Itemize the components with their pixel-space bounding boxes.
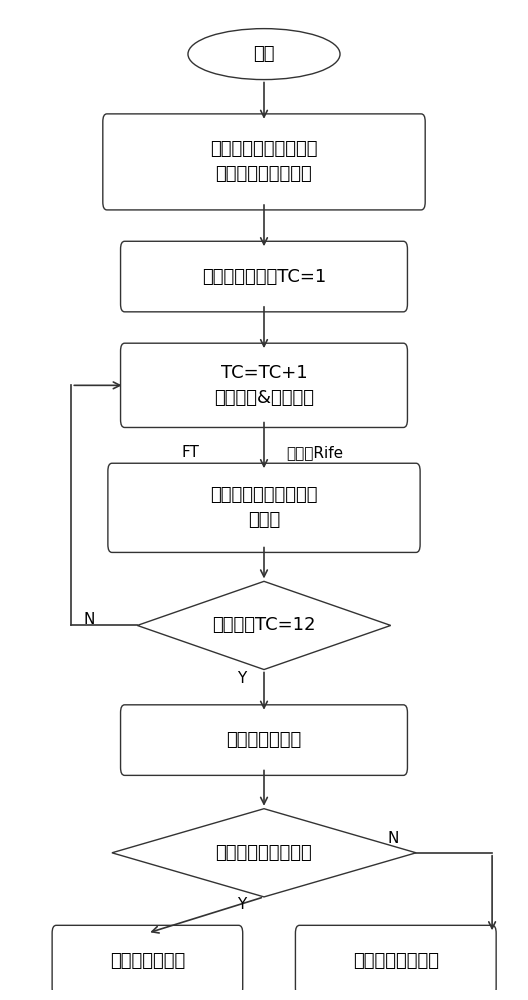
FancyBboxPatch shape: [296, 925, 496, 996]
Text: 输出粒径计算结果: 输出粒径计算结果: [353, 952, 439, 970]
Text: 计算粒径平均値: 计算粒径平均値: [227, 731, 301, 749]
Text: 开始: 开始: [253, 45, 275, 63]
FancyBboxPatch shape: [120, 241, 408, 312]
Text: 删除该计算结果: 删除该计算结果: [110, 952, 185, 970]
Text: 模板系数设初値TC=1: 模板系数设初値TC=1: [202, 268, 326, 286]
Text: 获取干涉条纹圆中心坐
标，提取干涉条纹圆: 获取干涉条纹圆中心坐 标，提取干涉条纹圆: [210, 140, 318, 183]
Text: N: N: [388, 831, 399, 846]
Ellipse shape: [188, 29, 340, 80]
Polygon shape: [112, 809, 416, 897]
FancyBboxPatch shape: [120, 343, 408, 427]
Text: 模板系数TC=12: 模板系数TC=12: [212, 616, 316, 634]
FancyBboxPatch shape: [120, 705, 408, 775]
FancyBboxPatch shape: [108, 463, 420, 552]
Text: 修正的Rife: 修正的Rife: [286, 445, 343, 460]
Text: 干涉条纹频率提取与粒
径计算: 干涉条纹频率提取与粒 径计算: [210, 486, 318, 529]
Text: Y: Y: [237, 671, 246, 686]
Text: N: N: [83, 612, 95, 627]
Text: FT: FT: [182, 445, 200, 460]
Text: Y: Y: [237, 897, 246, 912]
FancyBboxPatch shape: [52, 925, 243, 996]
Polygon shape: [137, 581, 391, 670]
Text: 判断是否为粗大误差: 判断是否为粗大误差: [215, 844, 313, 862]
Text: TC=TC+1
均値滤波&边缘提取: TC=TC+1 均値滤波&边缘提取: [214, 364, 314, 407]
FancyBboxPatch shape: [103, 114, 425, 210]
